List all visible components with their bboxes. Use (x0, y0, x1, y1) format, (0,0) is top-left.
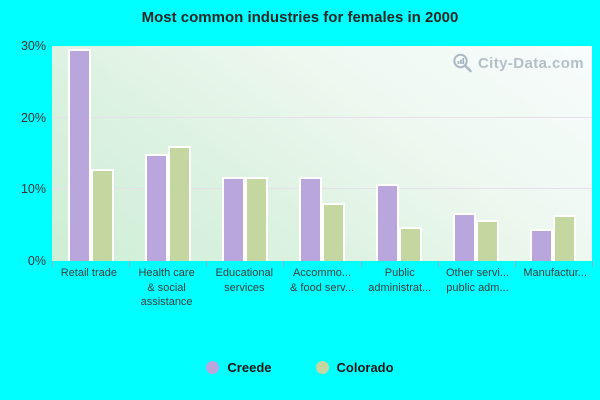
y-axis-label-10: 10% (20, 182, 46, 197)
bar-group-educational-services (206, 46, 283, 261)
bar-colorado-public-administrat (399, 226, 423, 261)
x-axis-label-line: Public (384, 267, 415, 279)
bar-colorado-accommo-food-serv (321, 203, 345, 261)
x-axis-tick-5 (437, 261, 439, 267)
y-axis: 0% 10% 20% 30% (0, 39, 46, 268)
bar-creede-educational-services (221, 177, 245, 261)
x-axis-tick-3 (283, 261, 285, 267)
bar-colorado-other-servi-public-adm (476, 219, 500, 261)
y-axis-label-20: 20% (20, 110, 46, 125)
x-axis-label-line: Educational (215, 267, 274, 279)
gridline-20 (52, 116, 592, 118)
watermark: City-Data.com (451, 52, 584, 74)
y-axis-label-0: 0% (27, 254, 46, 268)
city-data-logo-icon (453, 53, 472, 73)
bar-colorado-educational-services (244, 177, 268, 261)
x-axis-label-retail-trade: Retail trade (50, 266, 128, 310)
chart-title: Most common industries for females in 20… (141, 9, 459, 26)
x-axis-label-line: Manufactur... (523, 267, 587, 279)
bar-group-health-care-social-assistance (129, 46, 206, 261)
legend: Creede Colorado (0, 360, 600, 375)
x-axis-label-line: Other servi... (445, 267, 509, 279)
bar-creede-manufactur (530, 228, 554, 261)
y-axis-label-30: 30% (20, 39, 46, 53)
legend-swatch-creede (206, 361, 220, 374)
watermark-text: City-Data.com (477, 54, 584, 72)
x-axis-label-public-administrat: Public administrat... (361, 266, 439, 310)
x-axis-labels: Retail trade Health care & social assistanc… (50, 266, 594, 310)
x-axis-label-line: administrat... (368, 281, 432, 294)
bars-container (52, 46, 592, 261)
bar-colorado-manufactur (553, 214, 577, 261)
legend-label-creede: Creede (227, 360, 272, 375)
x-axis-label-line: Retail trade (60, 267, 117, 279)
bar-creede-retail-trade (67, 49, 91, 261)
x-axis-label-line: & social (147, 281, 186, 294)
bar-creede-other-servi-public-adm (453, 213, 477, 261)
x-axis-label-health-care-social-assistance: Health care & social assistance (128, 266, 206, 310)
x-axis-label-line: public adm... (446, 281, 509, 294)
x-axis-label-other-servi-public-adm: Other servi... public adm... (439, 266, 517, 310)
x-axis-label-educational-services: Educational services (205, 266, 283, 310)
bar-group-other-servi-public-adm (438, 46, 515, 261)
bar-creede-public-administrat (376, 184, 400, 261)
plot-area: City-Data.com (52, 46, 592, 261)
x-axis-label-accommo-food-serv: Accommo... & food serv... (283, 266, 361, 310)
bar-colorado-retail-trade (90, 169, 114, 261)
legend-label-colorado: Colorado (336, 360, 394, 375)
bar-colorado-health-care-social-assistance (167, 145, 191, 261)
bar-creede-accommo-food-serv (298, 177, 322, 261)
x-axis-label-line: Health care (138, 267, 195, 279)
bar-group-retail-trade (52, 46, 129, 261)
x-axis-label-line: & food serv... (290, 281, 355, 294)
x-axis-tick-6 (514, 261, 516, 267)
legend-item-colorado: Colorado (315, 360, 394, 375)
legend-swatch-colorado (315, 361, 329, 374)
x-axis-tick-7 (592, 261, 593, 267)
x-axis-label-line: assistance (140, 296, 193, 308)
x-axis-tick-4 (360, 261, 362, 267)
gridline-10 (52, 188, 592, 190)
bar-group-public-administrat (361, 46, 438, 261)
x-axis-label-line: services (224, 281, 265, 294)
legend-item-creede: Creede (206, 360, 272, 375)
bar-creede-health-care-social-assistance (144, 154, 168, 261)
x-axis-ticks (52, 261, 593, 267)
x-axis-tick-0 (52, 261, 53, 267)
x-axis-label-line: Accommo... (292, 267, 352, 279)
x-axis-label-manufactur: Manufactur... (516, 266, 594, 310)
bar-group-accommo-food-serv (283, 46, 360, 261)
x-axis-tick-1 (129, 261, 131, 267)
x-axis-tick-2 (206, 261, 208, 267)
bar-group-manufactur (515, 46, 592, 261)
